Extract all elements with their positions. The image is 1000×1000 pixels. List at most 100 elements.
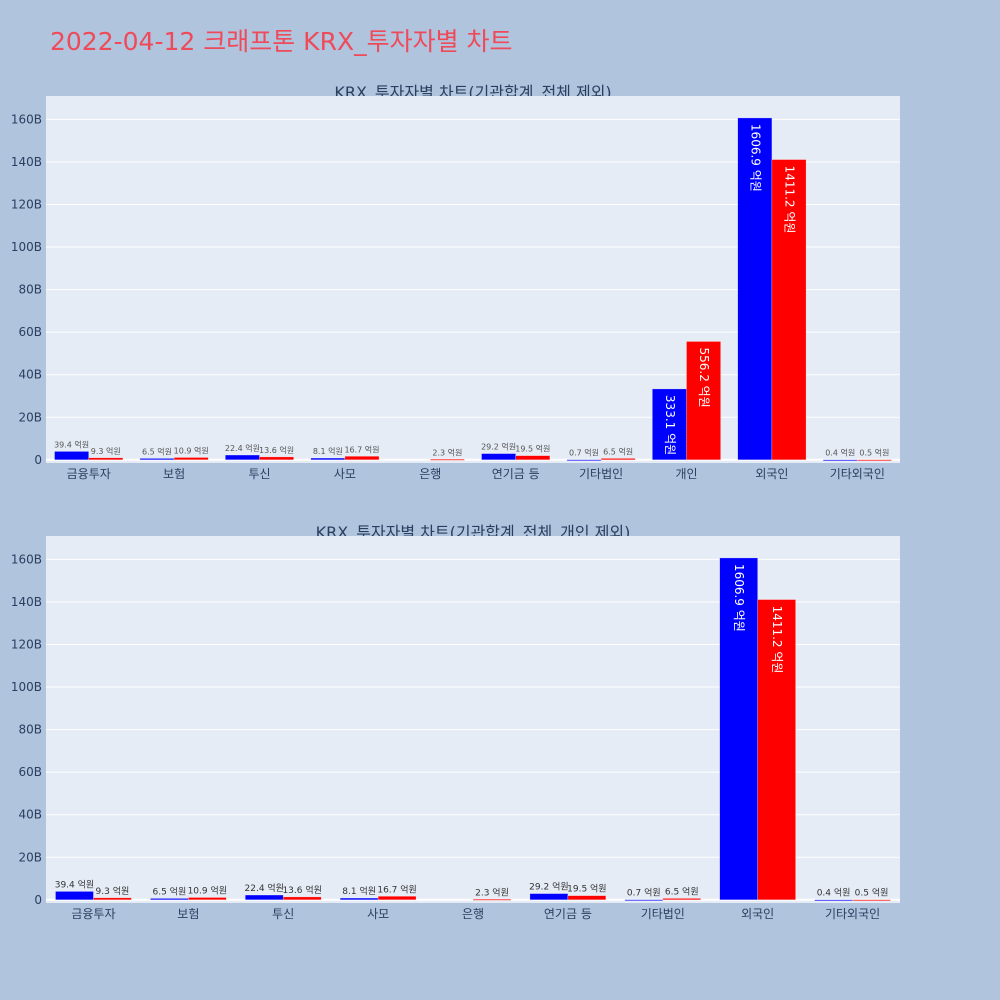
y-tick-label: 20B: [18, 410, 42, 424]
bar-value-label: 19.5 억원: [567, 883, 606, 895]
bar-value-label: 0.5 억원: [859, 448, 889, 458]
bar-red: [662, 898, 701, 901]
y-tick-label: 140B: [11, 595, 42, 609]
bar-value-label: 0.7 억원: [569, 448, 599, 458]
bar-blue: [310, 457, 346, 461]
y-tick-label: 60B: [18, 765, 42, 779]
y-tick-label: 0: [34, 893, 42, 907]
bar-red: [686, 341, 721, 461]
bar-red: [93, 897, 132, 901]
bar-value-label: 0.5 억원: [855, 887, 889, 899]
bar-red: [757, 599, 796, 901]
bar-red: [259, 456, 294, 461]
y-tick-label: 40B: [18, 808, 42, 822]
bar-value-label: 333.1 억원: [663, 395, 677, 455]
bar-value-label: 9.3 억원: [91, 446, 121, 456]
bar-blue: [719, 557, 758, 901]
y-tick-label: 120B: [11, 198, 42, 212]
x-tick-label: 기타외국인: [830, 467, 885, 481]
x-tick-label: 사모: [334, 467, 356, 481]
bar-value-label: 29.2 억원: [481, 442, 516, 452]
y-tick-label: 80B: [18, 723, 42, 737]
bar-blue: [225, 454, 260, 461]
bar-value-label: 19.5 억원: [515, 444, 550, 454]
x-tick-label: 기타법인: [641, 907, 685, 921]
bar-red: [188, 897, 227, 901]
x-tick-label: 금융투자: [67, 467, 111, 481]
bar-value-label: 39.4 억원: [55, 878, 94, 890]
bar-value-label: 39.4 억원: [54, 439, 89, 449]
bar-red: [852, 899, 891, 901]
bar-blue: [652, 388, 687, 461]
chart-including-individual: KRX_투자자별 차트(기관합계_전체 제외) 0 20B 40B 60B 80B 100…: [0, 70, 1000, 510]
bar-red: [344, 456, 380, 461]
chart-excluding-individual: KRX_투자자별 차트(기관합계_전체_개인 제외) 0 20B 40B 60B 80B…: [0, 510, 1000, 950]
bar-red: [600, 458, 636, 461]
bar-red: [282, 896, 322, 901]
x-tick-label: 기타외국인: [825, 907, 880, 921]
y-tick-label: 120B: [11, 638, 42, 652]
y-tick-label: 80B: [18, 283, 42, 297]
bar-value-label: 2.3 억원: [475, 886, 509, 898]
x-tick-label: 투신: [248, 467, 270, 481]
bar-value-label: 1411.2 억원: [782, 166, 796, 234]
bar-red: [567, 895, 607, 901]
bar-value-label: 1606.9 억원: [732, 564, 746, 632]
x-tick-label: 사모: [367, 907, 389, 921]
bar-red: [472, 899, 512, 901]
bar-blue: [481, 453, 516, 461]
bar-value-label: 16.7 억원: [344, 444, 379, 454]
bar-blue: [814, 899, 853, 901]
bar-value-label: 10.9 억원: [174, 445, 209, 455]
x-tick-label: 금융투자: [71, 907, 115, 921]
bar-value-label: 2.3 억원: [432, 447, 462, 457]
bar-value-label: 6.5 억원: [665, 885, 699, 897]
bar-value-label: 13.6 억원: [259, 445, 294, 455]
bar-blue: [139, 458, 175, 461]
bar-blue: [339, 897, 379, 901]
y-tick-label: 40B: [18, 368, 42, 382]
bar-red: [857, 459, 892, 461]
x-tick-label: 보험: [163, 467, 185, 481]
bar-blue: [566, 459, 602, 461]
x-tick-label: 은행: [419, 466, 441, 481]
bar-blue: [150, 898, 189, 901]
bar-value-label: 1411.2 억원: [770, 606, 784, 674]
bar-value-label: 0.4 억원: [825, 448, 855, 458]
bar-blue: [737, 117, 773, 461]
bar-value-label: 6.5 억원: [152, 885, 186, 897]
bar-red: [771, 159, 807, 461]
y-tick-label: 0: [34, 453, 42, 467]
bar-value-label: 22.4 억원: [245, 882, 284, 894]
bar-value-label: 1606.9 억원: [748, 124, 762, 192]
x-tick-label: 외국인: [755, 467, 788, 481]
bar-value-label: 13.6 억원: [282, 884, 321, 896]
bar-red: [88, 457, 124, 461]
y-tick-label: 100B: [11, 680, 42, 694]
bar-value-label: 6.5 억원: [603, 446, 633, 456]
y-tick-label: 20B: [18, 850, 42, 864]
y-tick-label: 100B: [11, 240, 42, 254]
bar-red: [515, 455, 551, 461]
bar-value-label: 556.2 억원: [697, 347, 711, 407]
bar-blue: [529, 893, 569, 901]
x-tick-label: 기타법인: [579, 467, 623, 481]
x-tick-label: 연기금 등: [492, 467, 540, 481]
bar-red: [377, 896, 417, 901]
bar-value-label: 29.2 억원: [529, 881, 568, 893]
x-tick-label: 보험: [177, 907, 199, 921]
y-tick-label: 60B: [18, 325, 42, 339]
y-tick-label: 160B: [11, 552, 42, 566]
y-tick-label: 160B: [11, 112, 42, 126]
main-title: 2022-04-12 크래프톤 KRX_투자자별 차트: [50, 27, 513, 56]
bar-blue: [822, 459, 858, 461]
bar-blue: [624, 899, 664, 901]
x-tick-label: 투신: [272, 907, 294, 921]
bar-blue: [245, 894, 284, 901]
bar-value-label: 9.3 억원: [96, 885, 130, 897]
bar-blue: [54, 451, 89, 461]
x-tick-label: 개인: [675, 467, 697, 481]
y-tick-label: 140B: [11, 155, 42, 169]
bar-red: [430, 459, 465, 461]
bar-value-label: 8.1 억원: [342, 885, 376, 897]
